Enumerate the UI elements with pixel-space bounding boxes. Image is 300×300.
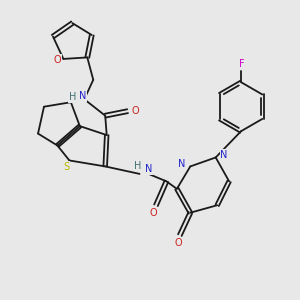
Text: O: O: [54, 55, 61, 64]
Text: O: O: [131, 106, 139, 116]
Text: N: N: [145, 164, 152, 174]
Text: H: H: [69, 92, 76, 102]
Text: N: N: [79, 91, 86, 101]
Text: O: O: [149, 208, 157, 218]
Text: F: F: [239, 59, 244, 69]
Text: O: O: [175, 238, 182, 248]
Text: N: N: [178, 159, 186, 169]
Text: H: H: [134, 160, 142, 170]
Text: N: N: [220, 150, 228, 160]
Text: S: S: [63, 162, 70, 172]
